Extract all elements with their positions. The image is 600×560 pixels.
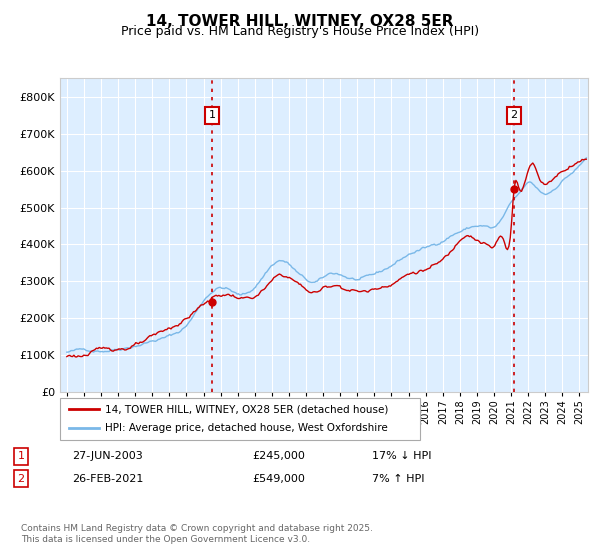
Text: 27-JUN-2003: 27-JUN-2003 xyxy=(72,451,143,461)
Text: 2: 2 xyxy=(510,110,517,120)
Text: £549,000: £549,000 xyxy=(252,474,305,484)
Text: 1: 1 xyxy=(17,451,25,461)
Text: 14, TOWER HILL, WITNEY, OX28 5ER: 14, TOWER HILL, WITNEY, OX28 5ER xyxy=(146,14,454,29)
Text: 7% ↑ HPI: 7% ↑ HPI xyxy=(372,474,425,484)
Text: £245,000: £245,000 xyxy=(252,451,305,461)
Text: 26-FEB-2021: 26-FEB-2021 xyxy=(72,474,143,484)
Text: 1: 1 xyxy=(208,110,215,120)
Text: HPI: Average price, detached house, West Oxfordshire: HPI: Average price, detached house, West… xyxy=(105,423,388,433)
Text: 14, TOWER HILL, WITNEY, OX28 5ER (detached house): 14, TOWER HILL, WITNEY, OX28 5ER (detach… xyxy=(105,404,388,414)
Text: Price paid vs. HM Land Registry's House Price Index (HPI): Price paid vs. HM Land Registry's House … xyxy=(121,25,479,38)
Text: 17% ↓ HPI: 17% ↓ HPI xyxy=(372,451,431,461)
Text: 2: 2 xyxy=(17,474,25,484)
Text: Contains HM Land Registry data © Crown copyright and database right 2025.
This d: Contains HM Land Registry data © Crown c… xyxy=(21,524,373,544)
